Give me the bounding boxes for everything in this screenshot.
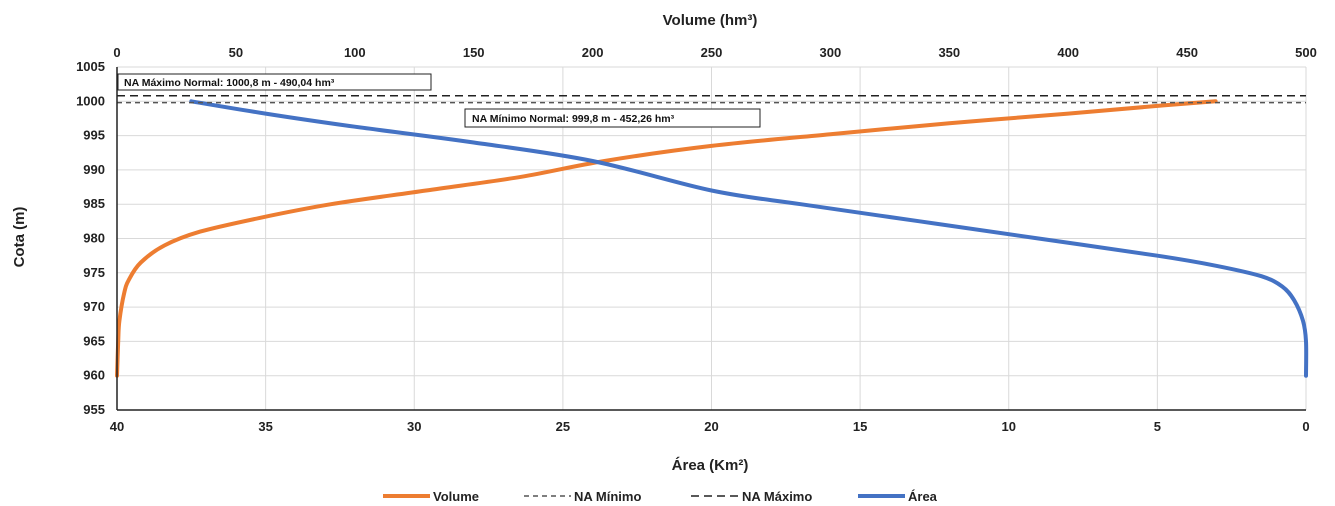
y-tick-label: 980 <box>83 231 105 246</box>
legend-label: Volume <box>433 489 479 504</box>
bottom-tick-label: 20 <box>704 419 718 434</box>
top-tick-label: 450 <box>1176 45 1198 60</box>
legend-item-area: Área <box>858 489 938 504</box>
y-tick-label: 990 <box>83 162 105 177</box>
annotation-box <box>464 108 761 128</box>
plot-frame <box>116 67 1306 411</box>
y-tick-label: 970 <box>83 299 105 314</box>
top-tick-label: 250 <box>701 45 723 60</box>
top-axis-title: Volume (hm³) <box>663 12 758 29</box>
legend-item-na-maximo: NA Máximo <box>691 489 812 504</box>
top-tick-label: 300 <box>820 45 842 60</box>
top-tick-label: 50 <box>229 45 243 60</box>
y-tick-label: 1005 <box>76 59 105 74</box>
legend-label: NA Máximo <box>742 489 812 504</box>
y-tick-label: 960 <box>83 368 105 383</box>
bottom-tick-label: 5 <box>1154 419 1161 434</box>
annotation-box <box>117 73 432 91</box>
legend: Volume NA Mínimo NA Máximo Área <box>383 489 938 504</box>
top-tick-label: 0 <box>113 45 120 60</box>
y-axis-title: Cota (m) <box>11 207 28 268</box>
top-tick-label: 350 <box>938 45 960 60</box>
series-line-area <box>189 99 1309 378</box>
annotation-text: NA Mínimo Normal: 999,8 m - 452,26 hm³ <box>472 113 675 125</box>
annotation-na-maximo: NA Máximo Normal: 1000,8 m - 490,04 hm³ <box>117 73 432 91</box>
y-tick-label: 985 <box>83 196 105 211</box>
bottom-tick-label: 30 <box>407 419 421 434</box>
legend-label: NA Mínimo <box>574 489 641 504</box>
annotation-text: NA Máximo Normal: 1000,8 m - 490,04 hm³ <box>124 77 335 89</box>
top-tick-label: 200 <box>582 45 604 60</box>
series-line-volume <box>115 99 1218 378</box>
legend-item-na-minimo: NA Mínimo <box>524 489 641 504</box>
annotation-na-minimo: NA Mínimo Normal: 999,8 m - 452,26 hm³ <box>464 108 761 128</box>
bottom-tick-label: 15 <box>853 419 867 434</box>
legend-label: Área <box>908 489 938 504</box>
legend-item-volume: Volume <box>383 489 479 504</box>
bottom-tick-label: 25 <box>556 419 570 434</box>
top-tick-label: 500 <box>1295 45 1317 60</box>
series-lines <box>115 95 1309 378</box>
top-tick-label: 400 <box>1057 45 1079 60</box>
bottom-tick-label: 10 <box>1002 419 1016 434</box>
y-tick-label: 965 <box>83 333 105 348</box>
top-tick-label: 100 <box>344 45 366 60</box>
y-tick-label: 1000 <box>76 93 105 108</box>
bottom-tick-label: 0 <box>1302 419 1309 434</box>
y-tick-label: 955 <box>83 402 105 417</box>
y-tick-label: 975 <box>83 265 105 280</box>
bottom-tick-label: 40 <box>110 419 124 434</box>
y-tick-label: 995 <box>83 128 105 143</box>
bottom-axis-title: Área (Km²) <box>672 457 749 474</box>
top-tick-label: 150 <box>463 45 485 60</box>
bottom-tick-label: 35 <box>258 419 272 434</box>
